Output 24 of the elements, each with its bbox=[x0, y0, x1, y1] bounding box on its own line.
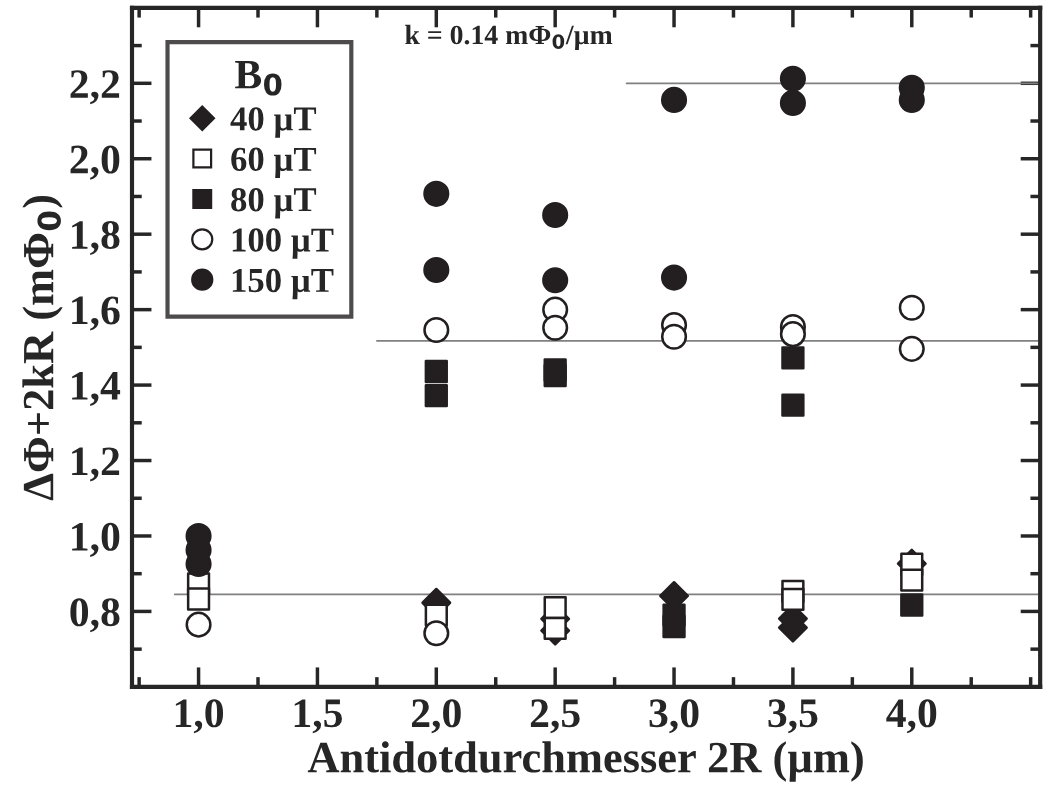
x-axis-title: Antidotdurchmesser 2R (µm) bbox=[307, 741, 863, 782]
y-tick-label: 1,8 bbox=[72, 220, 120, 256]
x-tick-label: 1,5 bbox=[294, 699, 342, 734]
legend-label: 80 µT bbox=[231, 187, 317, 219]
y-tick-label: 1,4 bbox=[72, 372, 121, 406]
y-tick-label: 2,2 bbox=[70, 70, 120, 105]
annotation: k = 0.14 mΦ$_{0}$/µm bbox=[405, 24, 613, 51]
legend-label: 40 µT bbox=[230, 107, 317, 138]
x-tick-label: 3,0 bbox=[649, 699, 699, 734]
y-tick-label: 2,0 bbox=[70, 145, 120, 180]
legend-label: 150 µT bbox=[232, 268, 334, 300]
y-tick-label: 1,2 bbox=[72, 447, 120, 482]
legend-title: B$_{0}$ bbox=[235, 60, 282, 96]
x-tick-label: 1,0 bbox=[175, 699, 224, 734]
x-tick-label: 4,0 bbox=[886, 699, 937, 734]
y-tick-label: 1,6 bbox=[72, 296, 120, 331]
y-tick-label: 1,0 bbox=[72, 522, 120, 557]
legend-label: 60 µT bbox=[231, 147, 317, 179]
y-axis-title: ΔΦ+2kR (mΦ$_{0}$) bbox=[22, 195, 63, 501]
legend-label: 100 µT bbox=[232, 228, 334, 259]
y-tick-label: 0,8 bbox=[70, 598, 120, 633]
x-tick-label: 2,5 bbox=[530, 699, 580, 734]
x-tick-label: 3,5 bbox=[768, 699, 818, 734]
x-tick-label: 2,0 bbox=[412, 699, 461, 734]
